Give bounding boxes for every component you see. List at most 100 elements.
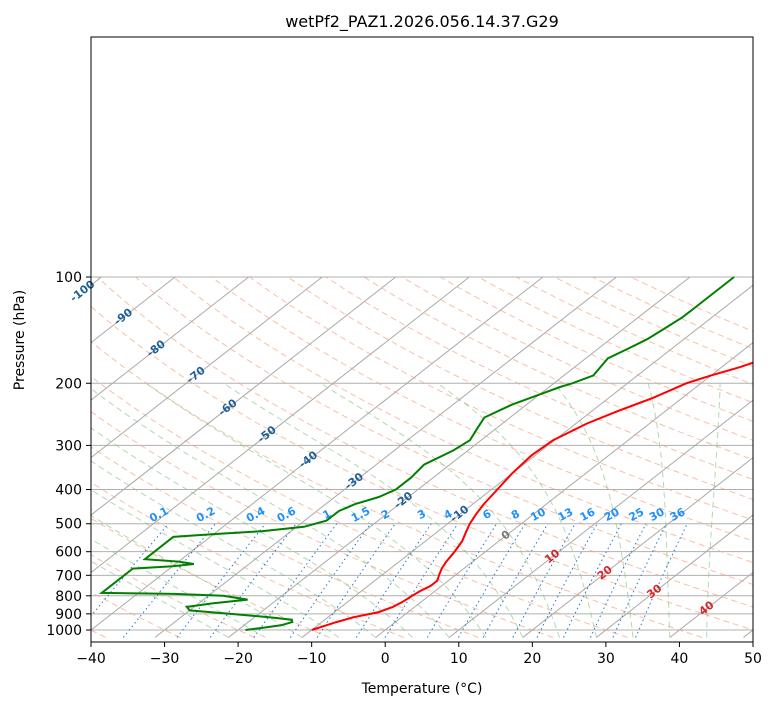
isotherm-label: -20: [392, 489, 416, 512]
mixing-ratio-line: [316, 523, 396, 638]
x-tick-label: −10: [297, 651, 327, 667]
mixing-ratio-label: 1.5: [349, 504, 372, 525]
mixing-ratio-line: [612, 523, 667, 638]
mixing-ratio-line: [176, 523, 266, 638]
dry-adiabat-line: [516, 276, 753, 385]
series-layer: [98, 276, 753, 631]
mixing-ratio-label: 30: [647, 505, 667, 524]
chart-title: wetPf2_PAZ1.2026.056.14.37.G29: [285, 12, 559, 32]
mixing-ratio-line: [289, 523, 371, 638]
isotherm-line: [91, 276, 470, 574]
dry-adiabat-line: [401, 276, 753, 441]
x-axis-label: Temperature (°C): [361, 681, 483, 697]
isotherm-line: [448, 399, 753, 638]
x-tick-label: 30: [597, 651, 615, 667]
isotherm-line: [91, 276, 397, 516]
mixing-ratio-line: [536, 523, 598, 638]
plot-frame: [90, 36, 754, 643]
isotherm-line: [91, 276, 249, 401]
isotherm-line: [154, 276, 617, 638]
isotherm-line: [743, 629, 753, 638]
mixing-ratio-line: [512, 523, 576, 638]
moist-adiabat-line: [647, 383, 671, 638]
moist-adiabat-line: [91, 460, 376, 638]
moist-adiabat-line: [553, 382, 634, 638]
x-tick-label: 40: [671, 651, 689, 667]
mixing-ratio-label: 16: [578, 505, 598, 524]
dewpoint-profile-line: [98, 276, 735, 631]
x-tick-label: 10: [450, 651, 468, 667]
isotherm-label: 30: [644, 581, 664, 601]
mixing-ratio-label: 3: [415, 507, 428, 522]
isotherm-label: -80: [144, 337, 168, 360]
dry-adiabat-line: [325, 276, 753, 480]
mixing-ratio-label: 0.1: [147, 504, 170, 525]
mixing-ratio-line: [426, 523, 498, 638]
mixing-ratio-label: 6: [481, 507, 494, 522]
mixing-ratio-line: [384, 523, 459, 638]
mixing-ratio-label: 8: [509, 507, 522, 522]
y-tick-label: 700: [55, 568, 82, 584]
isotherm-line: [228, 276, 691, 638]
moist-adiabat-line: [437, 382, 597, 638]
grid-layer: [91, 276, 753, 638]
mixing-ratio-label: 13: [556, 505, 576, 524]
isotherm-line: [91, 276, 323, 459]
isotherm-label: -50: [255, 423, 279, 446]
y-tick-label: 400: [55, 483, 82, 499]
tick-layer: −40 −30 −20 −10 0 10 20 30 40 5010020030040050060…: [46, 270, 762, 667]
isotherm-label: 10: [542, 546, 562, 566]
dry-adiabat-line: [91, 554, 255, 638]
y-tick-label: 500: [55, 517, 82, 533]
y-tick-label: 600: [55, 545, 82, 561]
x-tick-label: −30: [150, 651, 180, 667]
mixing-ratio-label: 1: [321, 507, 334, 522]
x-tick-label: −40: [76, 651, 106, 667]
x-tick-label: 0: [381, 651, 390, 667]
isotherm-label: 40: [696, 598, 716, 618]
isotherm-line: [375, 342, 753, 638]
dry-adiabat-line: [173, 276, 753, 564]
moist-adiabat-line: [145, 382, 487, 638]
y-tick-label: 200: [55, 376, 82, 392]
dry-adiabat-line: [211, 276, 753, 542]
dry-adiabat-line: [249, 276, 753, 521]
dry-adiabat-line: [134, 276, 753, 585]
moist-adiabat-line: [320, 382, 560, 638]
x-tick-label: −20: [223, 651, 253, 667]
isotherm-label: 20: [595, 563, 615, 583]
isotherm-line: [522, 456, 753, 638]
moist-adiabat-line: [91, 388, 450, 638]
dry-adiabat-line: [91, 517, 330, 638]
mixing-ratio-line: [253, 523, 338, 638]
mixing-ratio-line: [123, 523, 216, 638]
x-tick-label: 20: [523, 651, 541, 667]
moist-adiabat-line: [91, 427, 413, 638]
isotherm-label: -60: [216, 396, 240, 419]
dry-adiabat-line: [91, 411, 554, 638]
temperature-profile-line: [311, 361, 753, 631]
moist-adiabat-line: [91, 489, 340, 638]
moist-adiabat-line: [223, 382, 524, 638]
y-axis-label: Pressure (hPa): [12, 290, 28, 390]
dry-adiabat-line: [91, 446, 479, 638]
mixing-ratio-label: 2: [379, 507, 392, 522]
moist-adiabat-line: [91, 514, 303, 638]
mixing-ratio-line: [482, 523, 549, 638]
dry-adiabat-line: [91, 305, 753, 631]
mixing-ratio-line: [457, 523, 526, 638]
mixing-ratio-label: 10: [528, 505, 548, 524]
dry-adiabat-line: [287, 276, 753, 501]
mixing-ratio-label: 0.2: [194, 504, 217, 525]
dry-adiabat-line: [96, 276, 753, 608]
isotherm-line: [596, 514, 753, 638]
y-tick-label: 800: [55, 589, 82, 605]
mixing-ratio-line: [355, 523, 432, 638]
mixing-ratio-line: [635, 523, 688, 638]
y-tick-label: 900: [55, 607, 82, 623]
isotherm-label: -10: [448, 502, 472, 525]
y-tick-label: 1000: [46, 623, 82, 639]
mixing-ratio-label: 20: [602, 505, 622, 524]
mixing-ratio-label: 36: [668, 505, 688, 524]
